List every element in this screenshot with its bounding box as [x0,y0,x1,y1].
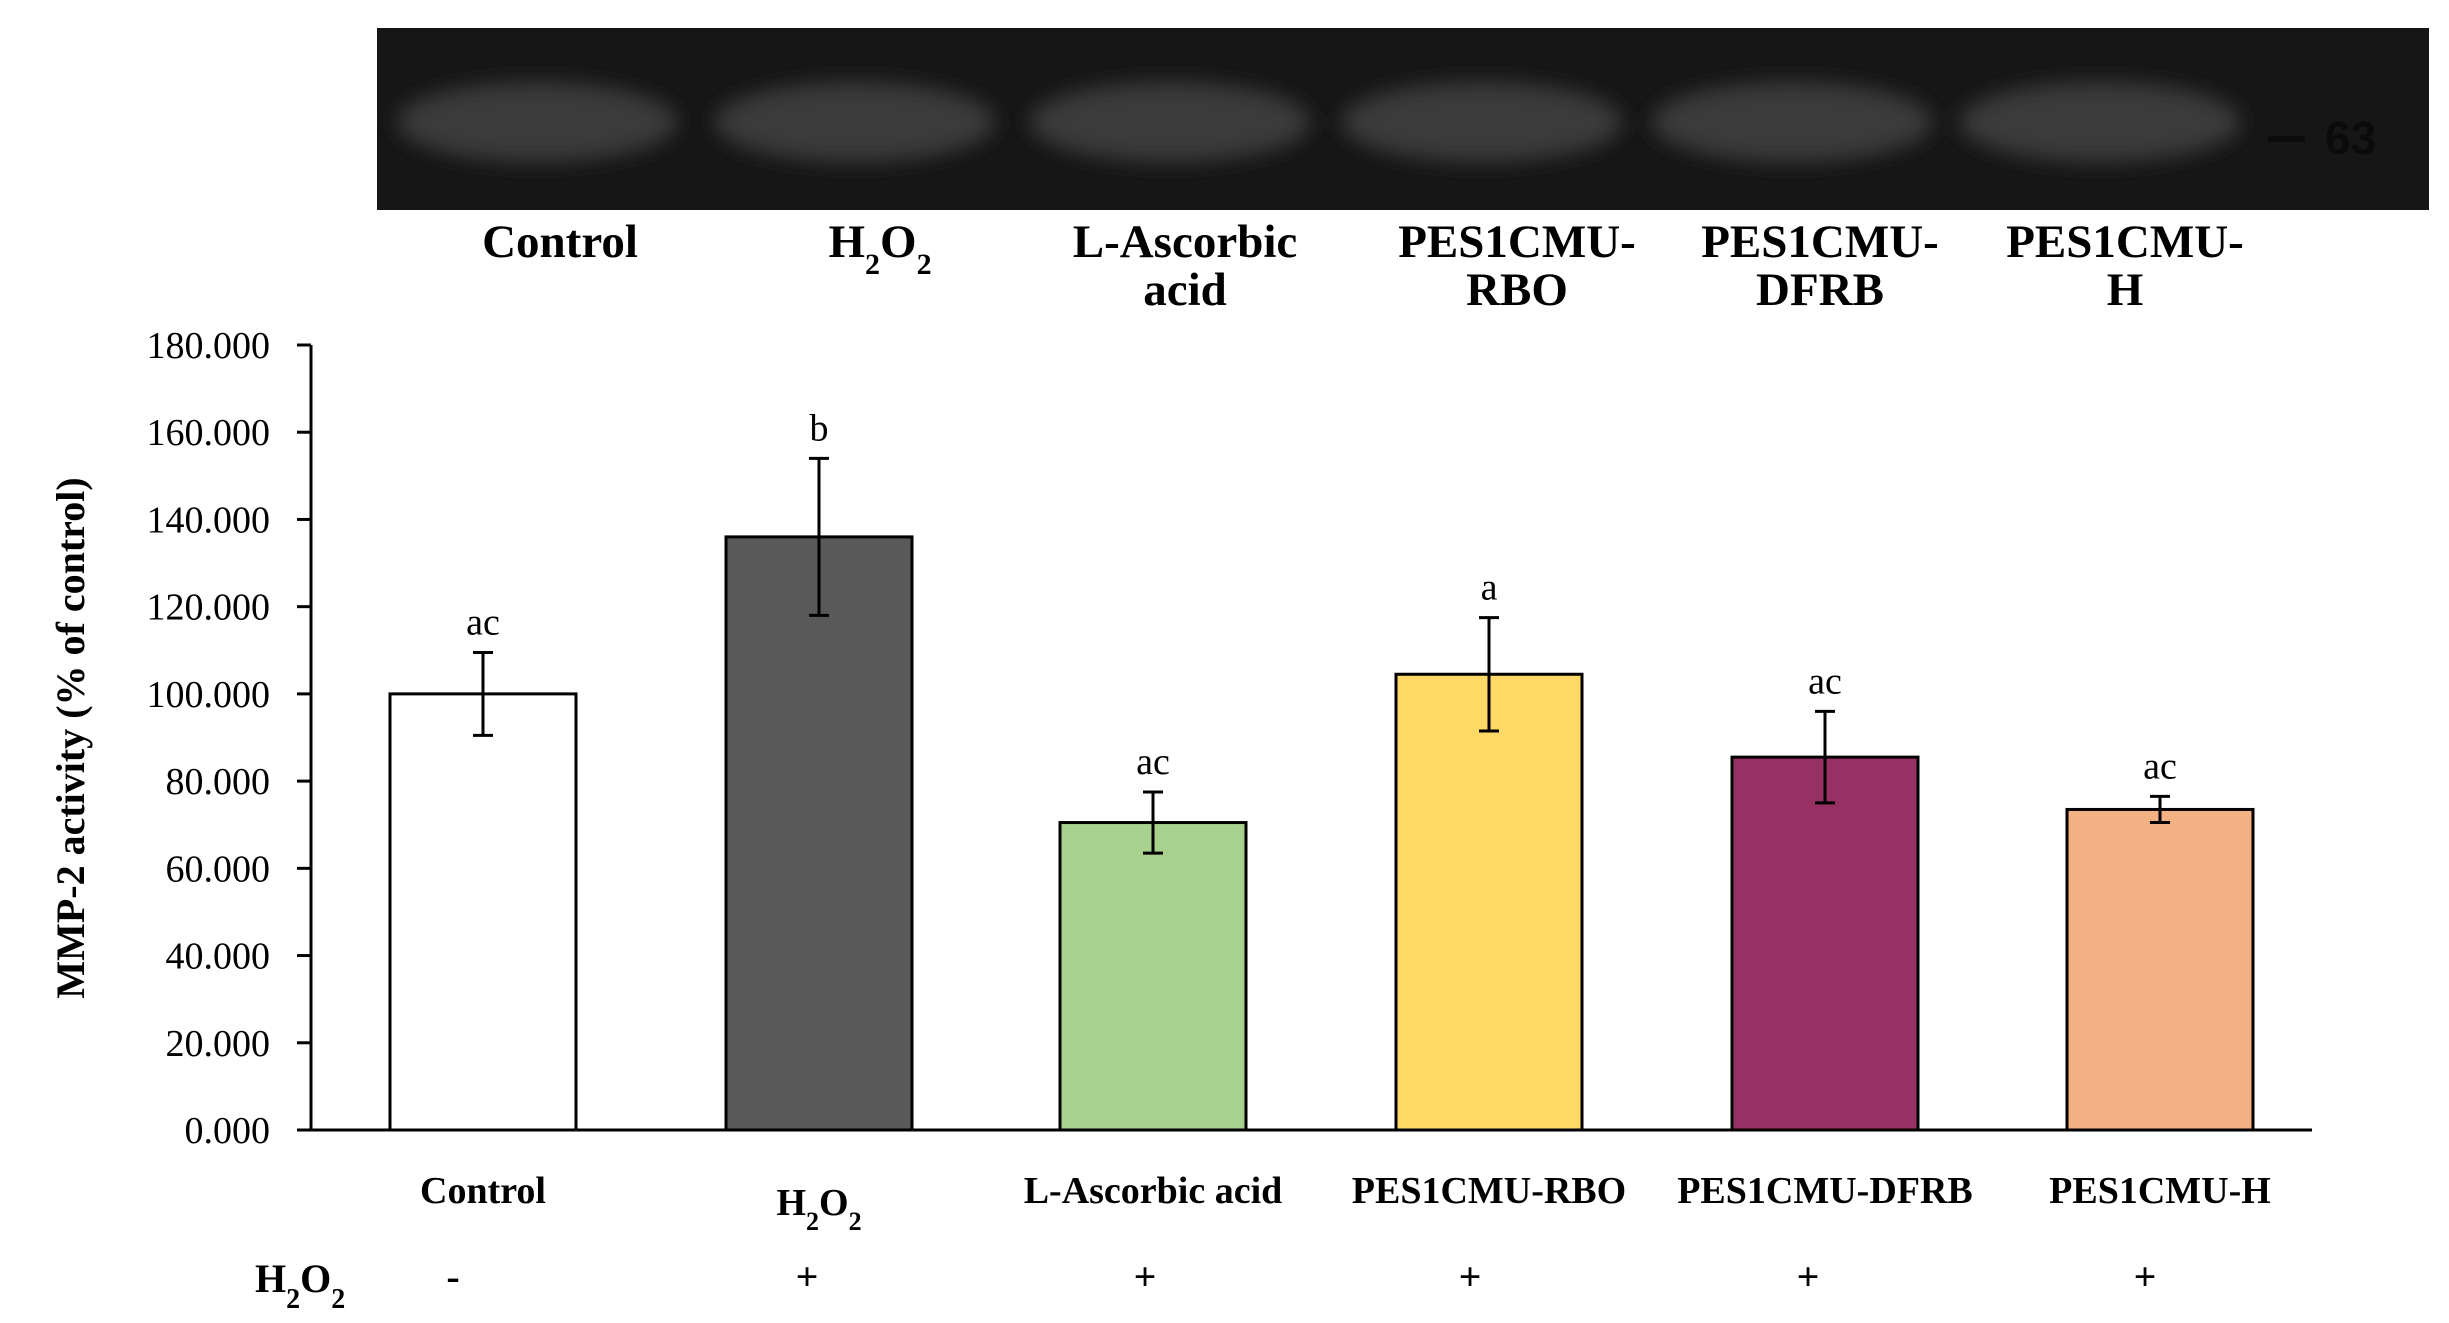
y-tick-label: 160.000 [147,412,271,454]
bar [1394,672,1584,1132]
gel-lane-label-line2: H [2107,264,2144,316]
significance-label: ac [466,601,500,643]
treatment-sign: + [1134,1254,1157,1299]
gel-band [1030,82,1310,162]
y-tick-label: 80.000 [166,761,271,803]
treatment-sign: + [796,1254,819,1299]
gel-band [715,82,995,162]
treatment-row: H2O2 - + + + + + [255,1254,2156,1315]
zymogram-gel-image: 63 [377,28,2429,210]
gel-band [1342,82,1622,162]
x-category-label: Control [420,1170,546,1212]
treatment-sign: - [446,1254,459,1299]
marker-tick [2268,136,2305,142]
x-category-label: H2O2 [776,1182,861,1236]
gel-lane-label-line2: RBO [1466,264,1568,316]
y-tick-label: 60.000 [166,848,271,890]
significance-label: a [1481,567,1498,609]
y-tick-label: 40.000 [166,936,271,978]
gel-lane-labels: Control H2O2 L-AscorbicacidPES1CMU-RBOPES1… [482,216,2244,316]
bar [2065,807,2255,1132]
gel-band [1652,82,1932,162]
gel-lane-label: Control [482,216,638,268]
error-bars [473,456,2170,855]
gel-lane-label: PES1CMU- [2006,216,2244,268]
y-tick-label: 0.000 [185,1110,271,1152]
x-category-label: L-Ascorbic acid [1024,1170,1283,1212]
significance-label: ac [1136,741,1170,783]
gel-lane-label-line2: DFRB [1756,264,1884,316]
y-tick-label: 140.000 [147,499,271,541]
y-axis-ticks: 0.000 20.000 40.000 60.000 80.000 100.000 120.… [147,325,311,1152]
x-category-label: PES1CMU-DFRB [1677,1170,1973,1212]
gel-lane-label-line2: acid [1143,264,1227,316]
significance-labels: ac b ac a ac ac [466,407,2177,787]
significance-label: ac [2143,745,2177,787]
y-axis-label: MMP-2 activity (% of control) [48,477,93,998]
gel-band [397,82,677,162]
gel-lane-label: L-Ascorbic [1073,216,1298,268]
significance-label: b [810,407,829,449]
bar [724,535,914,1132]
gel-lane-label: PES1CMU- [1701,216,1939,268]
y-tick-label: 20.000 [166,1023,271,1065]
bar-chart: 0.000 20.000 40.000 60.000 80.000 100.000 120.… [48,325,2312,1315]
treatment-sign: + [1797,1254,1820,1299]
y-tick-label: 180.000 [147,325,271,367]
treatment-sign: + [1459,1254,1482,1299]
marker-label: 63 [2325,112,2376,164]
treatment-row-label: H2O2 [255,1256,345,1315]
gel-lane-label: PES1CMU- [1398,216,1636,268]
y-tick-label: 100.000 [147,674,271,716]
gel-lane-label: H2O2 [828,216,931,281]
y-tick-label: 120.000 [147,587,271,629]
x-category-label: PES1CMU-H [2049,1170,2271,1212]
bar [1730,755,1920,1132]
x-category-label: PES1CMU-RBO [1352,1170,1626,1212]
significance-label: ac [1808,660,1842,702]
gel-band [1960,82,2240,162]
treatment-sign: + [2134,1254,2157,1299]
bars [388,535,2255,1132]
bar [388,692,578,1132]
gel-bands [397,82,2240,162]
x-axis-category-labels: Control H2O2 L-Ascorbic acid PES1CMU-RBO PES… [420,1170,2271,1236]
bar [1058,821,1248,1132]
